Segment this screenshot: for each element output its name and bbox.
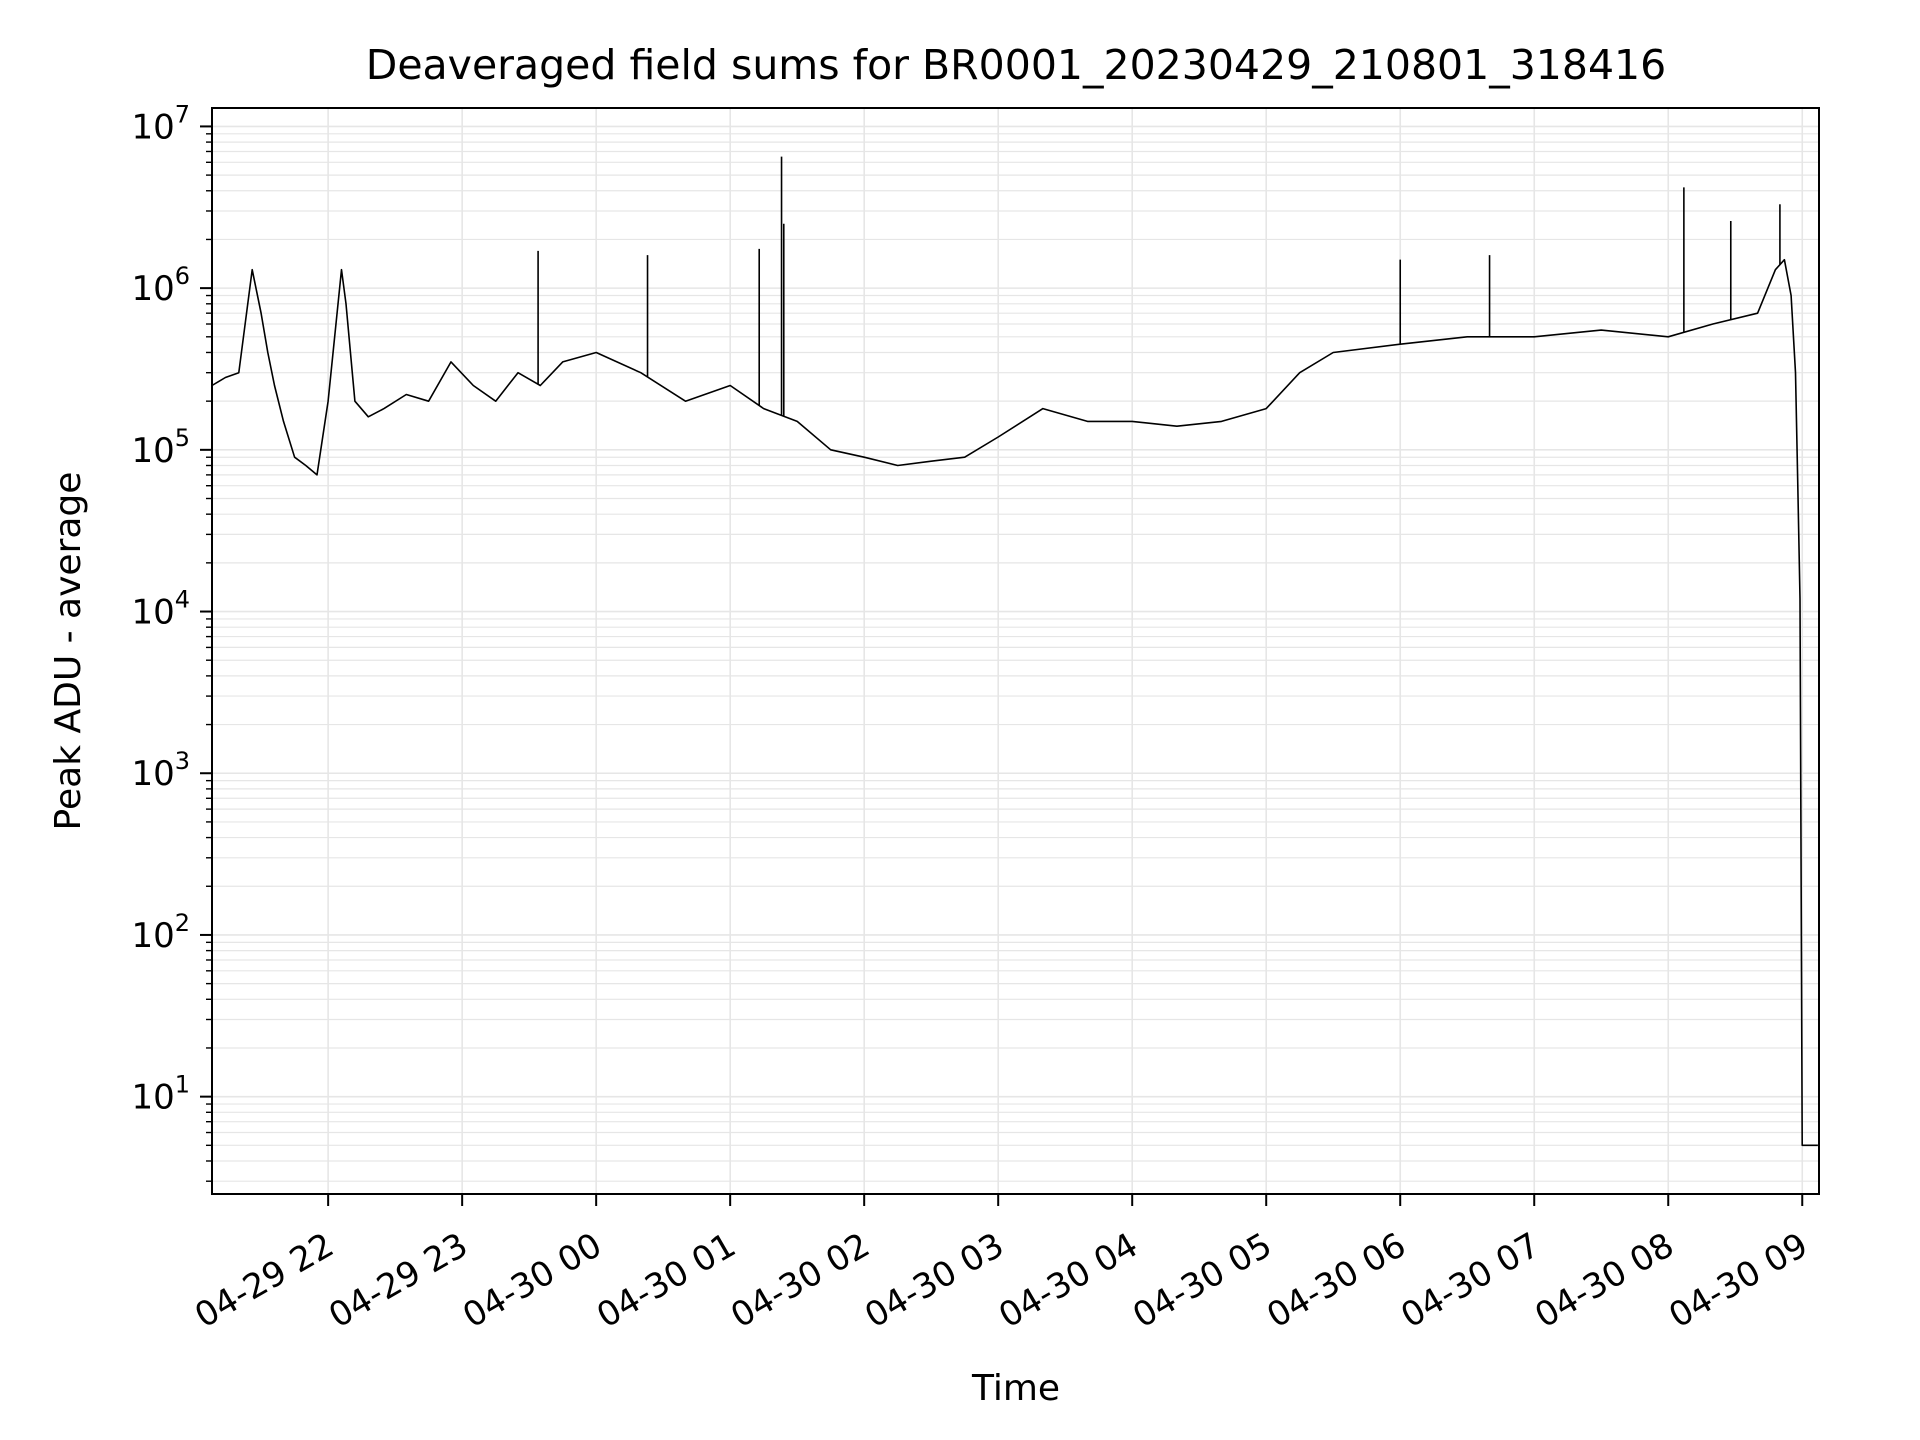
x-tick-label: 04-30 09 xyxy=(1662,1225,1814,1336)
y-axis-label: Peak ADU - average xyxy=(48,472,89,831)
x-axis-label: Time xyxy=(971,1368,1060,1409)
x-tick-label: 04-30 02 xyxy=(724,1225,876,1336)
x-tick-label: 04-30 08 xyxy=(1528,1225,1680,1336)
y-tick-exponent: 3 xyxy=(175,747,190,775)
x-tick-label: 04-30 01 xyxy=(590,1225,742,1336)
y-tick-label: 102 xyxy=(131,909,190,956)
y-tick-base: 10 xyxy=(131,1078,174,1118)
x-tick-label: 04-30 07 xyxy=(1394,1225,1546,1336)
y-tick-base: 10 xyxy=(131,431,174,471)
x-tick-label: 04-30 00 xyxy=(456,1225,608,1336)
y-tick-label: 107 xyxy=(131,100,190,147)
x-tick-label: 04-30 05 xyxy=(1126,1225,1278,1336)
x-tick-label: 04-30 06 xyxy=(1260,1225,1412,1336)
chart-title: Deaveraged field sums for BR0001_2023042… xyxy=(366,41,1666,89)
grid-minor xyxy=(212,133,1819,1182)
y-tick-exponent: 4 xyxy=(175,586,190,614)
series-line xyxy=(211,258,1818,1147)
y-tick-base: 10 xyxy=(131,107,174,147)
y-tick-exponent: 1 xyxy=(175,1071,190,1099)
grid-major xyxy=(212,108,1819,1194)
y-tick-label: 106 xyxy=(131,262,190,309)
y-tick-label: 103 xyxy=(131,747,190,794)
plot-frame xyxy=(211,107,1820,1195)
y-tick-base: 10 xyxy=(131,916,174,956)
y-tick-exponent: 7 xyxy=(175,100,190,128)
y-tick-base: 10 xyxy=(131,269,174,309)
y-tick-base: 10 xyxy=(131,593,174,633)
y-tick-base: 10 xyxy=(131,754,174,794)
y-tick-exponent: 5 xyxy=(175,424,190,452)
x-tick-label: 04-29 22 xyxy=(188,1225,340,1336)
y-tick-exponent: 6 xyxy=(175,262,190,290)
x-tick-label: 04-29 23 xyxy=(322,1225,474,1336)
y-tick-label: 101 xyxy=(131,1071,190,1118)
y-tick-label: 104 xyxy=(131,586,190,633)
y-tick-exponent: 2 xyxy=(175,909,190,937)
x-tick-label: 04-30 03 xyxy=(858,1225,1010,1336)
x-tick-label: 04-30 04 xyxy=(992,1225,1144,1336)
y-tick-label: 105 xyxy=(131,424,190,471)
series-group xyxy=(211,156,1818,1147)
